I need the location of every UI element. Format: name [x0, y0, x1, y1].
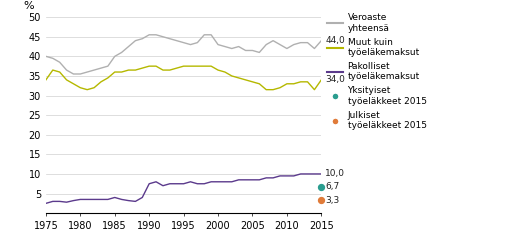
Text: 3,3: 3,3 — [325, 196, 339, 205]
Point — [317, 185, 325, 189]
Text: 44,0: 44,0 — [325, 36, 345, 45]
Text: 6,7: 6,7 — [325, 182, 339, 191]
Text: %: % — [24, 1, 35, 11]
Point — [317, 198, 325, 202]
Text: 34,0: 34,0 — [325, 75, 345, 84]
Text: 10,0: 10,0 — [325, 170, 345, 178]
Legend: Veroaste
yhteensä, Muut kuin
työeläkemaksut, Pakolliset
työeläkemaksut, Yksityis: Veroaste yhteensä, Muut kuin työeläkemak… — [326, 13, 426, 130]
